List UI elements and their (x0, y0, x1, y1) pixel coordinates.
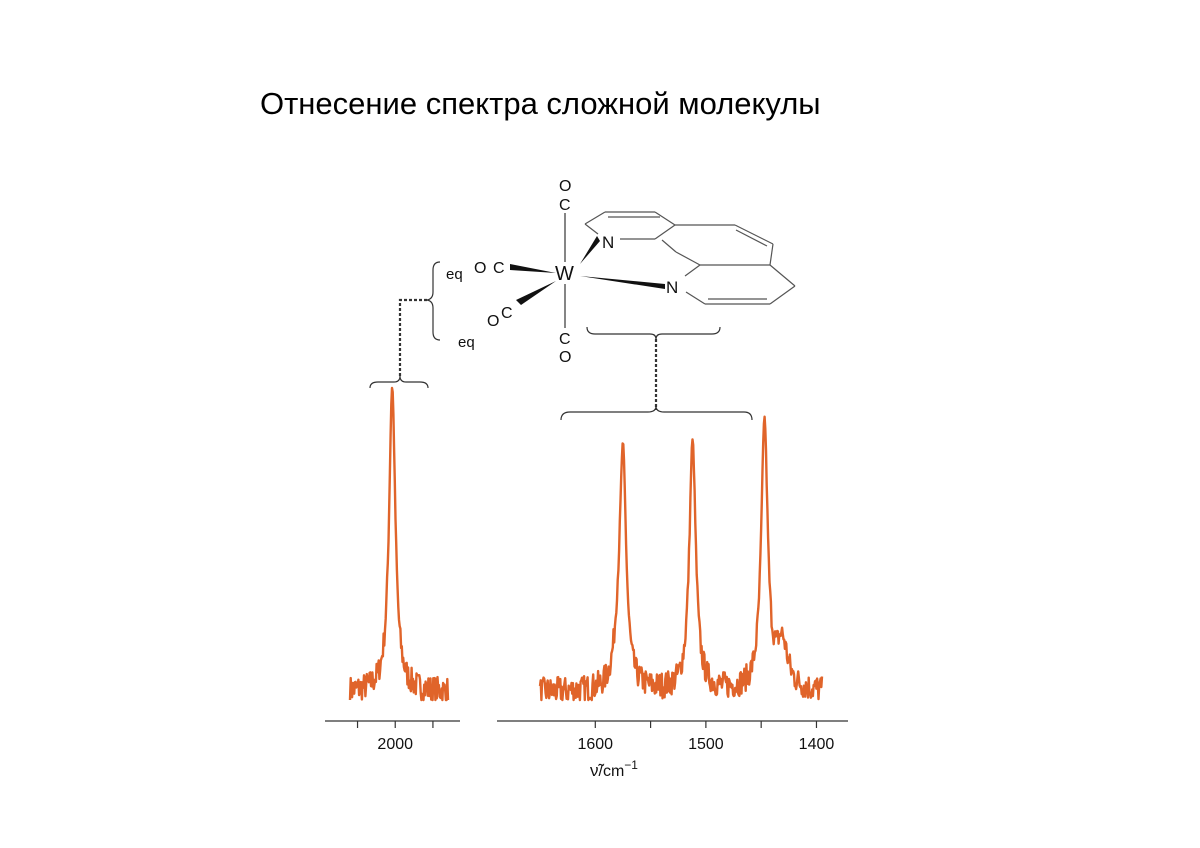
spectrum-line-left (350, 388, 448, 700)
phenanthroline-ring (585, 212, 795, 304)
left-tick-group: 2000 (358, 721, 433, 753)
axial-top-O: O (559, 178, 571, 195)
nitrogen-1: N (602, 233, 614, 252)
co-peak-brace (370, 376, 428, 388)
x-axis-unit: /cm (599, 763, 625, 780)
axial-top-C: C (559, 197, 571, 214)
spectrum-line-right (540, 417, 822, 700)
x-axis-exponent: −1 (624, 758, 638, 772)
x-axis-title: ν̃/cm−1 (590, 758, 638, 780)
eq-brace (427, 262, 440, 340)
tick-label-1500: 1500 (688, 736, 724, 753)
tick-label-1400: 1400 (799, 736, 835, 753)
eq2-O: O (487, 313, 499, 330)
right-tick-group: 1600 1500 1400 (577, 721, 834, 753)
tick-label-2000: 2000 (377, 736, 413, 753)
ring-brace (587, 327, 720, 339)
eq-label-2: eq (458, 334, 475, 351)
left-panel: 2000 (325, 388, 460, 753)
tick-label-1600: 1600 (577, 736, 613, 753)
axial-bottom-O: O (559, 349, 571, 366)
eq1-O: O (474, 260, 486, 277)
eq-label-1: eq (446, 266, 463, 283)
co-connector (400, 300, 427, 378)
eq2-C: C (501, 305, 513, 322)
wn-bond-2 (580, 276, 665, 289)
eq-bond-1 (510, 264, 556, 273)
metal-atom: W (555, 263, 574, 285)
axial-bottom-C: C (559, 331, 571, 348)
right-panel: 1600 1500 1400 (497, 417, 848, 753)
ring-peaks-brace (561, 406, 752, 420)
wn-bond-1 (580, 236, 600, 264)
molecule-structure: O C C O W O C O C eq eq (427, 178, 795, 366)
eq-bond-2 (516, 281, 556, 305)
eq1-C: C (493, 260, 505, 277)
nitrogen-2: N (666, 278, 678, 297)
